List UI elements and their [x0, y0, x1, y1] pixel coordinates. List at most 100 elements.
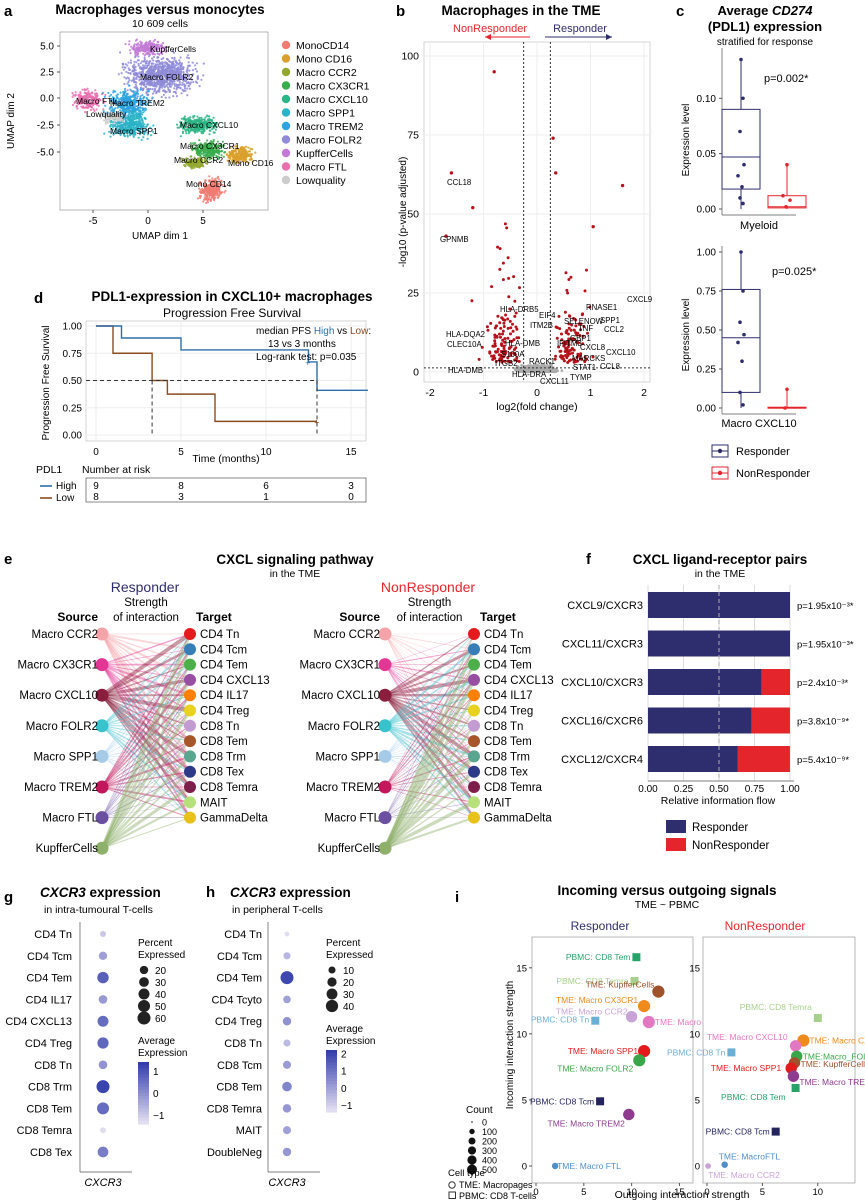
umap-cell [163, 83, 166, 86]
umap-cell [147, 90, 150, 93]
umap-cell [107, 91, 110, 95]
avg-legend-tick: 1 [341, 1067, 347, 1078]
umap-cell [142, 121, 145, 124]
pct-legend-label: 20 [155, 966, 167, 977]
dotplot-row-label: CD4 IL17 [26, 994, 72, 1006]
dotplot-row-label: CD4 CXCL13 [5, 1016, 72, 1028]
volcano-point-sig [477, 357, 481, 361]
umap-cell [83, 89, 87, 92]
inout-point-label: TME: Macro SPP1 [711, 1063, 782, 1073]
umap-cell [126, 76, 129, 79]
network-source-label: KupfferCells [318, 843, 381, 855]
network-target-node [468, 811, 480, 824]
volcano-point-sig [500, 344, 504, 348]
umap-cell [128, 118, 131, 121]
umap-cell [166, 49, 169, 52]
volcano-xtick-label: 0 [534, 387, 540, 399]
network-target-node [468, 673, 480, 686]
count-legend-dot [468, 1137, 476, 1145]
flow-pvalue-label: p=1.95x10⁻³* [797, 640, 854, 651]
umap-cell [134, 69, 137, 72]
volcano-point-sig [511, 322, 514, 326]
panel-i-title: Incoming versus outgoing signals [557, 883, 776, 898]
dotplot-dot [98, 951, 108, 960]
volcano-point-sig [501, 261, 505, 265]
umap-cell [178, 79, 181, 82]
umap-cell [200, 78, 203, 81]
umap-cell [186, 94, 189, 97]
umap-cell [151, 44, 154, 48]
panel-letter-e: e [4, 551, 12, 568]
avg-legend-tick: −1 [153, 1111, 165, 1122]
umap-cell [136, 114, 140, 117]
inout-point-label: TME: Macro FTL [557, 1161, 621, 1171]
umap-cell [199, 150, 203, 153]
umap-cell [144, 129, 147, 132]
umap-cell [174, 60, 178, 64]
umap-cell [119, 102, 122, 105]
pct-legend-title: Percent [326, 938, 361, 949]
volcano-point-ns [547, 369, 551, 372]
umap-cell [141, 119, 144, 122]
dotplot-row-label: CD4 Treg [215, 1016, 262, 1028]
umap-legend-label: Macro FOLR2 [296, 135, 362, 147]
network-source-label: Macro FTL [324, 813, 380, 825]
umap-cell [156, 56, 159, 59]
boxplot-point [785, 387, 789, 392]
umap-cell [152, 40, 155, 43]
boxplot-point [740, 185, 744, 189]
umap-cell [147, 74, 150, 77]
umap-cell [163, 69, 167, 72]
umap-cell [152, 68, 155, 71]
inout-point-pbmc [596, 1097, 605, 1106]
inout-ytick-label: 15 [689, 963, 700, 974]
umap-cell [212, 116, 215, 119]
umap-cell [127, 61, 130, 64]
volcano-point-ns [553, 370, 556, 374]
umap-cell [173, 82, 176, 86]
panel-a-title: Macrophages versus monocytes [55, 2, 264, 17]
pct-legend-title2: Expressed [326, 950, 373, 961]
umap-cell [121, 96, 124, 99]
inout-ytick-label: 10 [689, 1029, 700, 1040]
umap-cell [156, 67, 159, 70]
umap-cell [178, 72, 181, 75]
umap-cell [187, 54, 190, 57]
umap-cell [126, 135, 129, 138]
umap-cell [167, 82, 170, 85]
volcano-point-sig [591, 224, 595, 229]
flow-bar-nonresponder [761, 669, 790, 695]
umap-cell [213, 189, 216, 192]
panel-g-title-rest: expression [86, 885, 161, 900]
umap-cell [128, 40, 131, 43]
umap-cell [111, 128, 114, 131]
volcano-point-sig [485, 325, 489, 329]
boxplot-ytick-label: 0.50 [697, 326, 717, 337]
km-annot-high: High [314, 326, 335, 337]
volcano-gene-label: EIF4 [539, 311, 556, 320]
umap-cell [126, 82, 129, 85]
umap-cell [152, 59, 155, 62]
umap-cell [80, 105, 83, 108]
dotplot-dot [98, 995, 108, 1004]
dotplot-dot [282, 1104, 292, 1113]
umap-cell [151, 96, 154, 99]
km-annot-low: Low [350, 326, 369, 337]
network-strength-header: Strength [408, 597, 451, 609]
umap-cell [118, 124, 121, 128]
umap-cell [129, 59, 132, 62]
umap-cell [123, 99, 126, 103]
umap-cell [135, 85, 138, 88]
count-legend-dot [467, 1146, 477, 1155]
umap-cell [116, 111, 119, 114]
dotplot-row-label: CD8 Tem [216, 1082, 262, 1094]
network-target-label: CD4 IL17 [200, 690, 249, 702]
umap-cell [181, 81, 184, 84]
umap-cell [90, 91, 93, 94]
volcano-point-sig [492, 70, 496, 74]
km-xtick-label: 0 [93, 447, 99, 458]
flow-category-label: CXCL9/CXCR3 [567, 600, 643, 612]
km-ytick-label: 0.50 [63, 376, 83, 387]
